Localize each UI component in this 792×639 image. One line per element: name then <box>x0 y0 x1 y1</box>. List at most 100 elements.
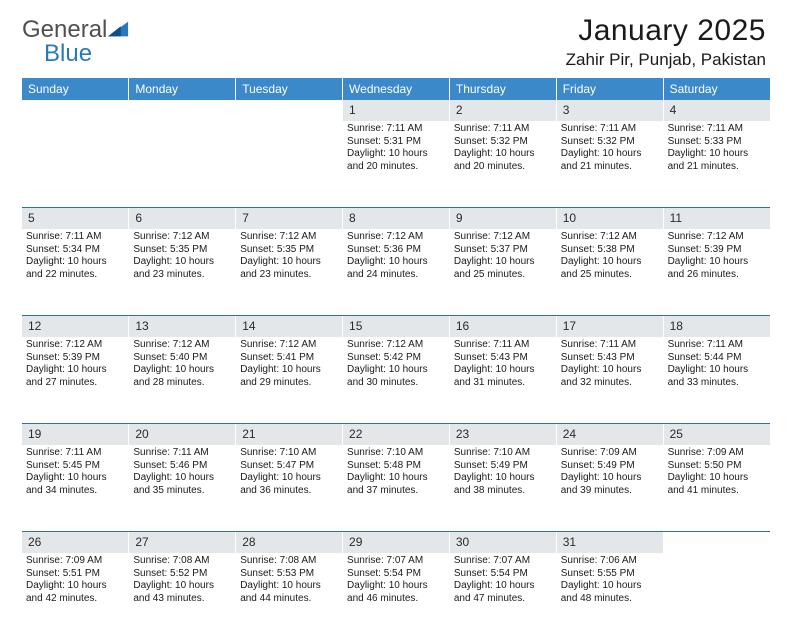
daylight-line-1: Daylight: 10 hours <box>454 256 552 269</box>
sunrise-line: Sunrise: 7:12 AM <box>240 339 338 352</box>
day-detail-cell: Sunrise: 7:09 AMSunset: 5:49 PMDaylight:… <box>556 445 663 531</box>
daylight-line-2: and 32 minutes. <box>561 377 659 390</box>
daylight-line-2: and 20 minutes. <box>347 161 445 174</box>
day-detail-row: Sunrise: 7:11 AMSunset: 5:31 PMDaylight:… <box>22 121 770 207</box>
day-number-cell: 9 <box>449 208 556 230</box>
daylight-line-1: Daylight: 10 hours <box>668 148 766 161</box>
sunrise-line: Sunrise: 7:11 AM <box>347 123 445 136</box>
daylight-line-1: Daylight: 10 hours <box>347 148 445 161</box>
sunset-line: Sunset: 5:38 PM <box>561 244 659 257</box>
daylight-line-2: and 34 minutes. <box>26 485 124 498</box>
sunset-line: Sunset: 5:33 PM <box>668 136 766 149</box>
daylight-line-1: Daylight: 10 hours <box>347 364 445 377</box>
sunset-line: Sunset: 5:39 PM <box>26 352 124 365</box>
day-detail-cell: Sunrise: 7:11 AMSunset: 5:43 PMDaylight:… <box>556 337 663 423</box>
brand-triangle-icon <box>107 18 129 40</box>
sunrise-line: Sunrise: 7:06 AM <box>561 555 659 568</box>
day-header: Sunday <box>22 78 129 100</box>
day-number-cell: 25 <box>663 424 770 446</box>
day-detail-cell: Sunrise: 7:07 AMSunset: 5:54 PMDaylight:… <box>343 553 450 639</box>
day-number-cell: 22 <box>343 424 450 446</box>
daylight-line-2: and 42 minutes. <box>26 593 124 606</box>
daylight-line-2: and 39 minutes. <box>561 485 659 498</box>
day-detail-cell: Sunrise: 7:11 AMSunset: 5:44 PMDaylight:… <box>663 337 770 423</box>
day-detail-cell: Sunrise: 7:11 AMSunset: 5:34 PMDaylight:… <box>22 229 129 315</box>
daylight-line-1: Daylight: 10 hours <box>454 148 552 161</box>
day-header: Thursday <box>449 78 556 100</box>
sunrise-line: Sunrise: 7:11 AM <box>561 123 659 136</box>
day-detail-cell: Sunrise: 7:08 AMSunset: 5:53 PMDaylight:… <box>236 553 343 639</box>
sunset-line: Sunset: 5:42 PM <box>347 352 445 365</box>
daylight-line-1: Daylight: 10 hours <box>240 472 338 485</box>
sunrise-line: Sunrise: 7:09 AM <box>561 447 659 460</box>
daylight-line-2: and 33 minutes. <box>668 377 766 390</box>
sunset-line: Sunset: 5:52 PM <box>133 568 231 581</box>
day-detail-cell: Sunrise: 7:10 AMSunset: 5:48 PMDaylight:… <box>343 445 450 531</box>
day-detail-cell: Sunrise: 7:12 AMSunset: 5:39 PMDaylight:… <box>663 229 770 315</box>
day-detail-cell: Sunrise: 7:10 AMSunset: 5:49 PMDaylight:… <box>449 445 556 531</box>
daylight-line-1: Daylight: 10 hours <box>668 472 766 485</box>
sunset-line: Sunset: 5:47 PM <box>240 460 338 473</box>
daynum-row: 262728293031 <box>22 532 770 554</box>
daynum-row: 567891011 <box>22 208 770 230</box>
day-header: Wednesday <box>343 78 450 100</box>
daylight-line-2: and 20 minutes. <box>454 161 552 174</box>
day-detail-cell: Sunrise: 7:11 AMSunset: 5:46 PMDaylight:… <box>129 445 236 531</box>
daylight-line-2: and 48 minutes. <box>561 593 659 606</box>
sunset-line: Sunset: 5:53 PM <box>240 568 338 581</box>
daylight-line-2: and 46 minutes. <box>347 593 445 606</box>
sunrise-line: Sunrise: 7:12 AM <box>347 231 445 244</box>
day-header: Monday <box>129 78 236 100</box>
day-number-cell <box>129 100 236 121</box>
day-detail-cell: Sunrise: 7:11 AMSunset: 5:33 PMDaylight:… <box>663 121 770 207</box>
day-detail-cell: Sunrise: 7:12 AMSunset: 5:38 PMDaylight:… <box>556 229 663 315</box>
sunset-line: Sunset: 5:32 PM <box>454 136 552 149</box>
sunrise-line: Sunrise: 7:12 AM <box>454 231 552 244</box>
daylight-line-2: and 44 minutes. <box>240 593 338 606</box>
day-detail-cell: Sunrise: 7:12 AMSunset: 5:35 PMDaylight:… <box>236 229 343 315</box>
day-header: Friday <box>556 78 663 100</box>
sunset-line: Sunset: 5:32 PM <box>561 136 659 149</box>
day-detail-cell <box>663 553 770 639</box>
sunrise-line: Sunrise: 7:11 AM <box>26 447 124 460</box>
daynum-row: 12131415161718 <box>22 316 770 338</box>
brand-word-blue: Blue <box>44 40 92 67</box>
day-number-cell: 11 <box>663 208 770 230</box>
sunset-line: Sunset: 5:40 PM <box>133 352 231 365</box>
daylight-line-2: and 31 minutes. <box>454 377 552 390</box>
daylight-line-1: Daylight: 10 hours <box>133 580 231 593</box>
daylight-line-1: Daylight: 10 hours <box>454 472 552 485</box>
sunset-line: Sunset: 5:44 PM <box>668 352 766 365</box>
day-number-cell <box>663 532 770 554</box>
sunrise-line: Sunrise: 7:11 AM <box>668 339 766 352</box>
brand-logo: General Blue <box>22 18 129 42</box>
sunrise-line: Sunrise: 7:08 AM <box>133 555 231 568</box>
day-detail-cell: Sunrise: 7:07 AMSunset: 5:54 PMDaylight:… <box>449 553 556 639</box>
day-detail-cell: Sunrise: 7:12 AMSunset: 5:35 PMDaylight:… <box>129 229 236 315</box>
daylight-line-2: and 43 minutes. <box>133 593 231 606</box>
day-number-cell: 13 <box>129 316 236 338</box>
calendar-body: 1234Sunrise: 7:11 AMSunset: 5:31 PMDayli… <box>22 100 770 639</box>
day-detail-row: Sunrise: 7:09 AMSunset: 5:51 PMDaylight:… <box>22 553 770 639</box>
day-number-cell: 20 <box>129 424 236 446</box>
day-number-cell: 12 <box>22 316 129 338</box>
daylight-line-1: Daylight: 10 hours <box>347 580 445 593</box>
sunrise-line: Sunrise: 7:10 AM <box>240 447 338 460</box>
sunrise-line: Sunrise: 7:11 AM <box>668 123 766 136</box>
daylight-line-2: and 29 minutes. <box>240 377 338 390</box>
sunset-line: Sunset: 5:34 PM <box>26 244 124 257</box>
sunrise-line: Sunrise: 7:09 AM <box>26 555 124 568</box>
sunrise-line: Sunrise: 7:12 AM <box>133 339 231 352</box>
day-detail-cell: Sunrise: 7:12 AMSunset: 5:40 PMDaylight:… <box>129 337 236 423</box>
daylight-line-2: and 25 minutes. <box>454 269 552 282</box>
sunset-line: Sunset: 5:35 PM <box>240 244 338 257</box>
daylight-line-1: Daylight: 10 hours <box>668 364 766 377</box>
day-detail-cell: Sunrise: 7:12 AMSunset: 5:42 PMDaylight:… <box>343 337 450 423</box>
day-detail-cell: Sunrise: 7:09 AMSunset: 5:51 PMDaylight:… <box>22 553 129 639</box>
daylight-line-1: Daylight: 10 hours <box>26 472 124 485</box>
sunset-line: Sunset: 5:54 PM <box>454 568 552 581</box>
daylight-line-1: Daylight: 10 hours <box>561 580 659 593</box>
daylight-line-2: and 27 minutes. <box>26 377 124 390</box>
daynum-row: 1234 <box>22 100 770 121</box>
sunrise-line: Sunrise: 7:11 AM <box>454 339 552 352</box>
